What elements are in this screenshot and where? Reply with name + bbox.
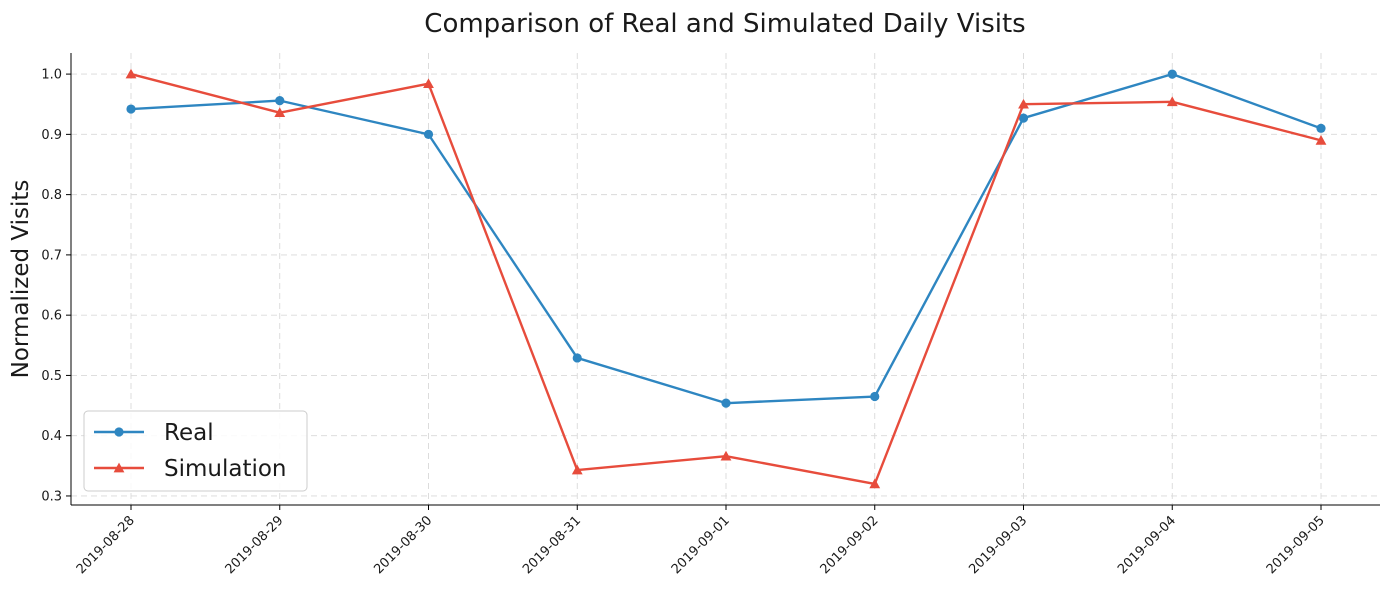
y-tick-label: 0.5: [41, 369, 62, 384]
y-tick-label: 0.3: [41, 489, 62, 504]
x-tick-label: 2019-08-31: [520, 513, 584, 577]
data-point: [870, 391, 880, 402]
x-tick-label: 2019-09-02: [818, 513, 882, 577]
data-point: [1018, 98, 1029, 109]
x-tick-label: 2019-09-01: [669, 513, 733, 577]
legend-marker: [114, 427, 124, 437]
data-point: [720, 450, 732, 461]
series-real: [126, 69, 1326, 408]
data-point: [423, 129, 434, 139]
chart-title: Comparison of Real and Simulated Daily V…: [424, 9, 1025, 39]
x-tick-label: 2019-08-29: [223, 513, 287, 577]
data-point: [572, 353, 582, 363]
legend: Real Simulation: [83, 410, 308, 492]
y-tick-label: 0.8: [41, 188, 62, 203]
x-tick-label: 2019-09-04: [1115, 513, 1179, 577]
data-point: [274, 107, 286, 117]
data-point: [721, 398, 731, 408]
x-tick-label: 2019-09-03: [966, 513, 1030, 577]
series-layer: [125, 68, 1327, 489]
legend-marker: [113, 462, 125, 473]
x-tick-label: 2019-08-30: [371, 513, 435, 577]
data-point: [125, 68, 137, 79]
legend-entry: Simulation: [94, 456, 287, 482]
data-point: [869, 478, 881, 489]
data-point: [1018, 113, 1029, 123]
series-simulation: [125, 68, 1327, 489]
data-point: [126, 104, 136, 114]
legend-entry: Real: [94, 420, 214, 446]
x-tick-label: 2019-08-28: [74, 513, 138, 577]
y-tick-label: 0.4: [41, 429, 62, 444]
data-point: [1316, 123, 1326, 133]
y-tick-label: 0.6: [41, 309, 62, 324]
legend-label: Real: [164, 420, 214, 446]
legend-label: Simulation: [164, 456, 287, 482]
data-point: [1167, 69, 1177, 79]
y-tick-label: 0.9: [41, 128, 62, 143]
data-point: [571, 464, 583, 475]
y-tick-label: 1.0: [41, 68, 62, 83]
data-point: [1315, 134, 1327, 145]
data-point: [275, 96, 285, 106]
y-tick-label: 0.7: [41, 248, 62, 263]
x-tick-label: 2019-09-05: [1264, 513, 1328, 577]
data-point: [1166, 96, 1178, 107]
y-axis-label: Normalized Visits: [8, 180, 34, 379]
data-point: [423, 78, 434, 89]
